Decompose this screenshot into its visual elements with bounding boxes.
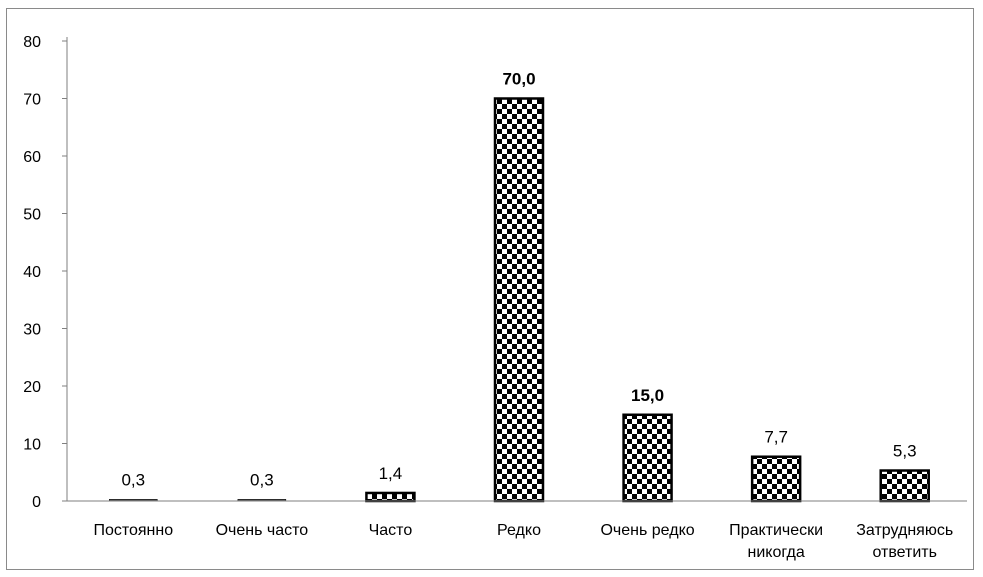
- x-category-label: Практически никогда: [729, 522, 823, 561]
- y-tick-label: 40: [23, 264, 41, 281]
- x-category-label: Редко: [497, 522, 541, 539]
- bar-chart: 0 10 20 30 40 50 60 70 80 0,3 0,3 1,4 70,0 15,0 7,7 5,…: [23, 34, 967, 561]
- y-tick-label: 50: [23, 207, 41, 224]
- y-tick-label: 80: [23, 34, 41, 51]
- y-tick-label: 20: [23, 379, 41, 396]
- y-axis: 0 10 20 30 40 50 60 70 80: [23, 34, 68, 511]
- bar: [879, 469, 930, 503]
- data-label: 1,4: [379, 464, 403, 483]
- x-category-label: Часто: [369, 522, 413, 539]
- data-label: 0,3: [250, 470, 274, 489]
- data-label: 0,3: [121, 470, 145, 489]
- data-label: 15,0: [631, 386, 664, 405]
- data-label: 5,3: [893, 442, 917, 461]
- y-tick-label: 10: [23, 437, 41, 454]
- y-tick-label: 60: [23, 149, 41, 166]
- x-axis: Постоянно Очень часто Часто Редко Очень редк…: [67, 500, 967, 561]
- bar: [365, 491, 416, 503]
- x-category-label: Затрудняюсь ответить: [856, 522, 953, 561]
- x-category-label: Очень часто: [216, 522, 309, 539]
- y-tick-label: 70: [23, 92, 41, 109]
- y-tick-label: 0: [32, 494, 41, 511]
- bar: [493, 97, 545, 503]
- labels-group: 0,3 0,3 1,4 70,0 15,0 7,7 5,3: [121, 70, 916, 490]
- data-label: 7,7: [764, 428, 788, 447]
- x-category-label: Постоянно: [93, 522, 173, 539]
- x-category-label: Очень редко: [600, 522, 694, 539]
- bar: [622, 413, 673, 503]
- y-tick-label: 30: [23, 322, 41, 339]
- bar: [750, 455, 802, 503]
- bars-group: [109, 97, 930, 503]
- data-label: 70,0: [502, 70, 535, 89]
- chart-frame: 0 10 20 30 40 50 60 70 80 0,3 0,3 1,4 70,0 15,0 7,7 5,…: [6, 8, 974, 570]
